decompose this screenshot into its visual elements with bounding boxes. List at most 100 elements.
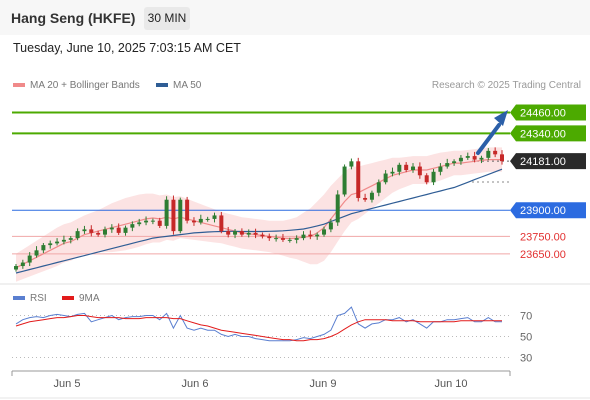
candle-body-40 (287, 239, 292, 241)
forecast-arrow-head (494, 110, 508, 126)
legend-ma50-label: MA 50 (173, 80, 202, 91)
candle-body-56 (397, 164, 402, 172)
level-tag-2: 24181.00 (510, 153, 586, 170)
level-tag-4: 23750.00 (520, 231, 566, 243)
candle-body-23 (171, 199, 176, 232)
legend-ma20: MA 20 + Bollinger Bands (13, 80, 140, 91)
candle-body-30 (219, 215, 224, 232)
candle-body-0 (14, 266, 18, 270)
candle-body-61 (431, 171, 436, 183)
candle-body-41 (294, 238, 299, 240)
candle-body-67 (472, 156, 477, 160)
candle-body-19 (144, 220, 149, 223)
x-axis-label-2: Jun 9 (310, 378, 337, 390)
candle-body-49 (349, 161, 354, 167)
level-tag-1: 24340.00 (510, 125, 586, 142)
candle-body-24 (178, 199, 183, 232)
level-label-4: 23750.00 (520, 231, 566, 243)
candle-body-11 (89, 229, 94, 233)
candle-body-31 (226, 231, 231, 235)
candle-body-43 (308, 234, 313, 237)
candle-body-58 (411, 166, 416, 171)
ma50-line (15, 168, 503, 274)
timestamp: Tuesday, June 10, 2025 7:03:15 AM CET (13, 41, 241, 55)
candle-body-6 (55, 241, 60, 244)
rsi-line (15, 306, 502, 342)
candle-body-13 (102, 229, 107, 235)
ma20-swatch (13, 83, 25, 88)
candle-body-36 (260, 234, 265, 237)
candle-body-66 (465, 156, 470, 158)
legend-9ma-label: 9MA (79, 293, 100, 304)
candle-body-33 (239, 231, 244, 235)
rsi-tick-0: 70 (520, 311, 532, 323)
rsi-tick-2: 30 (520, 353, 532, 365)
candle-body-51 (363, 197, 368, 200)
candle-body-65 (458, 157, 463, 162)
level-tag-3: 23900.00 (510, 202, 586, 219)
candle-body-16 (123, 227, 128, 233)
candle-body-45 (322, 229, 327, 235)
candle-body-10 (82, 229, 87, 232)
timeframe-button[interactable]: 30 MIN (144, 7, 190, 30)
legend-rsi: RSI (13, 293, 47, 304)
candle-body-69 (486, 150, 491, 158)
rsi-ma9-line (15, 315, 502, 342)
candle-body-32 (233, 231, 238, 235)
ma9-swatch (62, 296, 74, 301)
candle-body-57 (404, 164, 409, 171)
candle-body-64 (452, 161, 457, 164)
candle-body-34 (246, 232, 251, 235)
candle-body-70 (493, 150, 498, 155)
candle-body-18 (137, 222, 142, 225)
bollinger-band (16, 147, 502, 282)
level-tag-bg-2 (510, 153, 586, 170)
candle-body-14 (109, 227, 114, 230)
candle-body-5 (48, 243, 53, 246)
candle-body-9 (75, 231, 80, 239)
rsi-tick-1: 50 (520, 332, 532, 344)
level-label-5: 23650.00 (520, 249, 566, 261)
x-axis-label-1: Jun 6 (182, 378, 209, 390)
candle-body-59 (417, 166, 422, 176)
candle-body-22 (164, 199, 169, 226)
candle-body-38 (274, 238, 279, 240)
candle-body-26 (191, 220, 196, 223)
candle-body-15 (116, 227, 121, 233)
level-tag-0: 24460.00 (510, 104, 586, 121)
candle-body-63 (445, 163, 450, 167)
level-label-3: 23900.00 (520, 205, 566, 217)
candle-body-4 (41, 245, 46, 251)
candle-body-68 (479, 157, 484, 160)
candle-body-3 (34, 250, 39, 256)
candle-body-21 (157, 220, 162, 226)
candle-body-53 (376, 182, 381, 193)
candle-body-71 (500, 154, 504, 162)
ma50-swatch (156, 83, 168, 88)
level-tag-bg-0 (510, 104, 586, 121)
candle-body-55 (390, 171, 395, 174)
candle-body-52 (369, 192, 374, 200)
legend-rsi-label: RSI (30, 293, 47, 304)
level-tag-5: 23650.00 (520, 249, 566, 261)
candle-body-20 (150, 220, 155, 222)
candle-body-60 (424, 175, 429, 183)
candle-body-62 (438, 166, 443, 172)
candle-body-50 (356, 161, 361, 198)
candle-body-12 (96, 232, 101, 235)
candle-body-29 (212, 215, 217, 219)
candle-body-25 (185, 199, 190, 221)
candle-body-48 (342, 166, 347, 195)
legend-ma50: MA 50 (156, 80, 201, 91)
legend-ma20-label: MA 20 + Bollinger Bands (30, 80, 140, 91)
candle-body-17 (130, 224, 135, 228)
level-label-1: 24340.00 (520, 128, 566, 140)
rsi-swatch (13, 296, 25, 301)
x-axis-label-3: Jun 10 (434, 378, 467, 390)
candle-body-39 (280, 238, 285, 240)
candle-body-27 (198, 218, 203, 223)
candle-body-35 (253, 232, 258, 235)
candle-body-28 (205, 218, 210, 220)
source-credit: Research © 2025 Trading Central (431, 80, 581, 91)
